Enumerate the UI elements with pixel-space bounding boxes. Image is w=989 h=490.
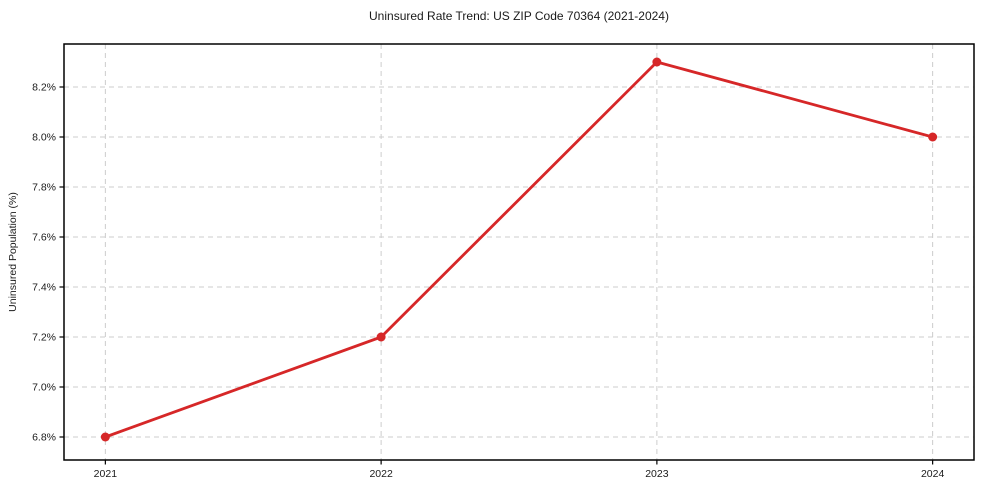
trend-line <box>103 60 935 439</box>
plot-border <box>63 43 975 461</box>
y-tick-label: 7.6% <box>32 232 56 244</box>
data-point-2024 <box>928 132 938 142</box>
y-tick-label: 7.4% <box>32 282 56 294</box>
x-tick-label: 2024 <box>921 468 945 480</box>
data-point-2022 <box>376 332 386 342</box>
y-tick-label: 8.0% <box>32 132 56 144</box>
y-tick-label: 7.0% <box>32 382 56 394</box>
data-point-2023 <box>652 57 662 67</box>
data-point-2021 <box>100 432 110 442</box>
y-tick-label: 7.2% <box>32 332 56 344</box>
y-tick-label: 7.8% <box>32 182 56 194</box>
chart-title: Uninsured Rate Trend: US ZIP Code 70364 … <box>369 9 669 23</box>
x-tick-label: 2023 <box>645 468 669 480</box>
y-tick-label: 6.8% <box>32 432 56 444</box>
x-tick-label: 2022 <box>369 468 393 480</box>
x-tick-label: 2021 <box>94 468 118 480</box>
y-tick-label: 8.2% <box>32 82 56 94</box>
